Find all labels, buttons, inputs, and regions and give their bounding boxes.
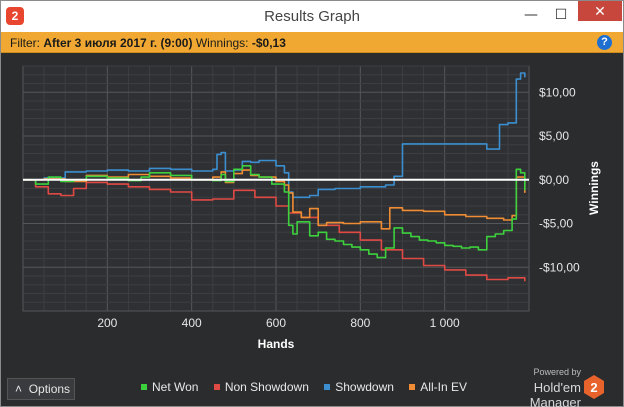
chevron-up-icon: ˄ — [15, 382, 23, 396]
svg-text:2: 2 — [590, 380, 597, 395]
legend-label: Showdown — [335, 380, 394, 394]
x-tick-label: 600 — [266, 316, 286, 330]
app-logo-icon: 2 — [6, 7, 24, 25]
options-label: Options — [28, 382, 71, 396]
legend-swatch — [213, 384, 220, 390]
filter-bar[interactable]: Filter: After 3 июля 2017 г. (9:00) Winn… — [1, 32, 623, 53]
y-tick-label: -$5,00 — [539, 217, 573, 231]
legend-swatch — [324, 384, 331, 390]
help-icon[interactable]: ? — [597, 35, 612, 50]
results-chart: 200 400 600 800 1 000 $10,00 $5,00 $0,00 -$5,00 -… — [1, 54, 623, 369]
legend-label: All-In EV — [420, 380, 467, 394]
holdem-manager-logo-icon: 2 — [584, 375, 604, 399]
x-tick-label: 200 — [97, 316, 117, 330]
legend-item-net-won[interactable]: Net Won — [141, 380, 198, 394]
series-line-showdown — [23, 72, 526, 199]
y-tick-label: $10,00 — [539, 85, 576, 99]
legend-item-non-showdown[interactable]: Non Showdown — [213, 380, 309, 394]
legend-label: Non Showdown — [224, 380, 309, 394]
title-bar: 2 Results Graph — ☐ ✕ — [1, 1, 623, 32]
winnings-value: -$0,13 — [251, 36, 286, 50]
filter-label: Filter: After 3 июля 2017 г. (9:00) Winn… — [10, 36, 286, 50]
legend-swatch — [141, 384, 147, 390]
y-axis-label: Winnings — [587, 161, 601, 215]
x-tick-label: 1 000 — [430, 316, 460, 330]
filter-text: After 3 июля 2017 г. (9:00) — [43, 36, 193, 50]
legend-swatch — [409, 384, 416, 390]
legend-item-showdown[interactable]: Showdown — [324, 380, 394, 394]
options-button[interactable]: ˄ Options — [7, 378, 75, 400]
filter-prefix: Filter: — [10, 36, 40, 50]
powered-by: Powered by Hold'em Manager — [481, 367, 581, 407]
close-button[interactable]: ✕ — [578, 1, 622, 21]
chart-area: 200 400 600 800 1 000 $10,00 $5,00 $0,00 -$5,00 -… — [1, 54, 623, 374]
window-title: Results Graph — [264, 8, 360, 25]
y-tick-label: -$10,00 — [539, 260, 580, 274]
bottom-bar: ˄ Options Net Won Non Showdown Showdown … — [1, 367, 623, 407]
x-tick-label: 800 — [350, 316, 370, 330]
legend-item-all-in-ev[interactable]: All-In EV — [409, 380, 467, 394]
maximize-button[interactable]: ☐ — [554, 7, 568, 23]
minimize-button[interactable]: — — [524, 7, 538, 23]
y-tick-label: $5,00 — [539, 129, 569, 143]
chart-legend: Net Won Non Showdown Showdown All-In EV — [141, 380, 479, 394]
brand-name: Hold'em Manager — [529, 380, 581, 407]
winnings-label: Winnings: — [195, 36, 249, 50]
x-axis-label: Hands — [258, 337, 295, 351]
powered-by-label: Powered by — [533, 367, 581, 377]
series-line-net-won — [23, 165, 526, 259]
x-tick-label: 400 — [182, 316, 202, 330]
y-tick-label: $0,00 — [539, 173, 569, 187]
legend-label: Net Won — [152, 380, 199, 394]
series-line-non-showdown — [23, 179, 526, 282]
